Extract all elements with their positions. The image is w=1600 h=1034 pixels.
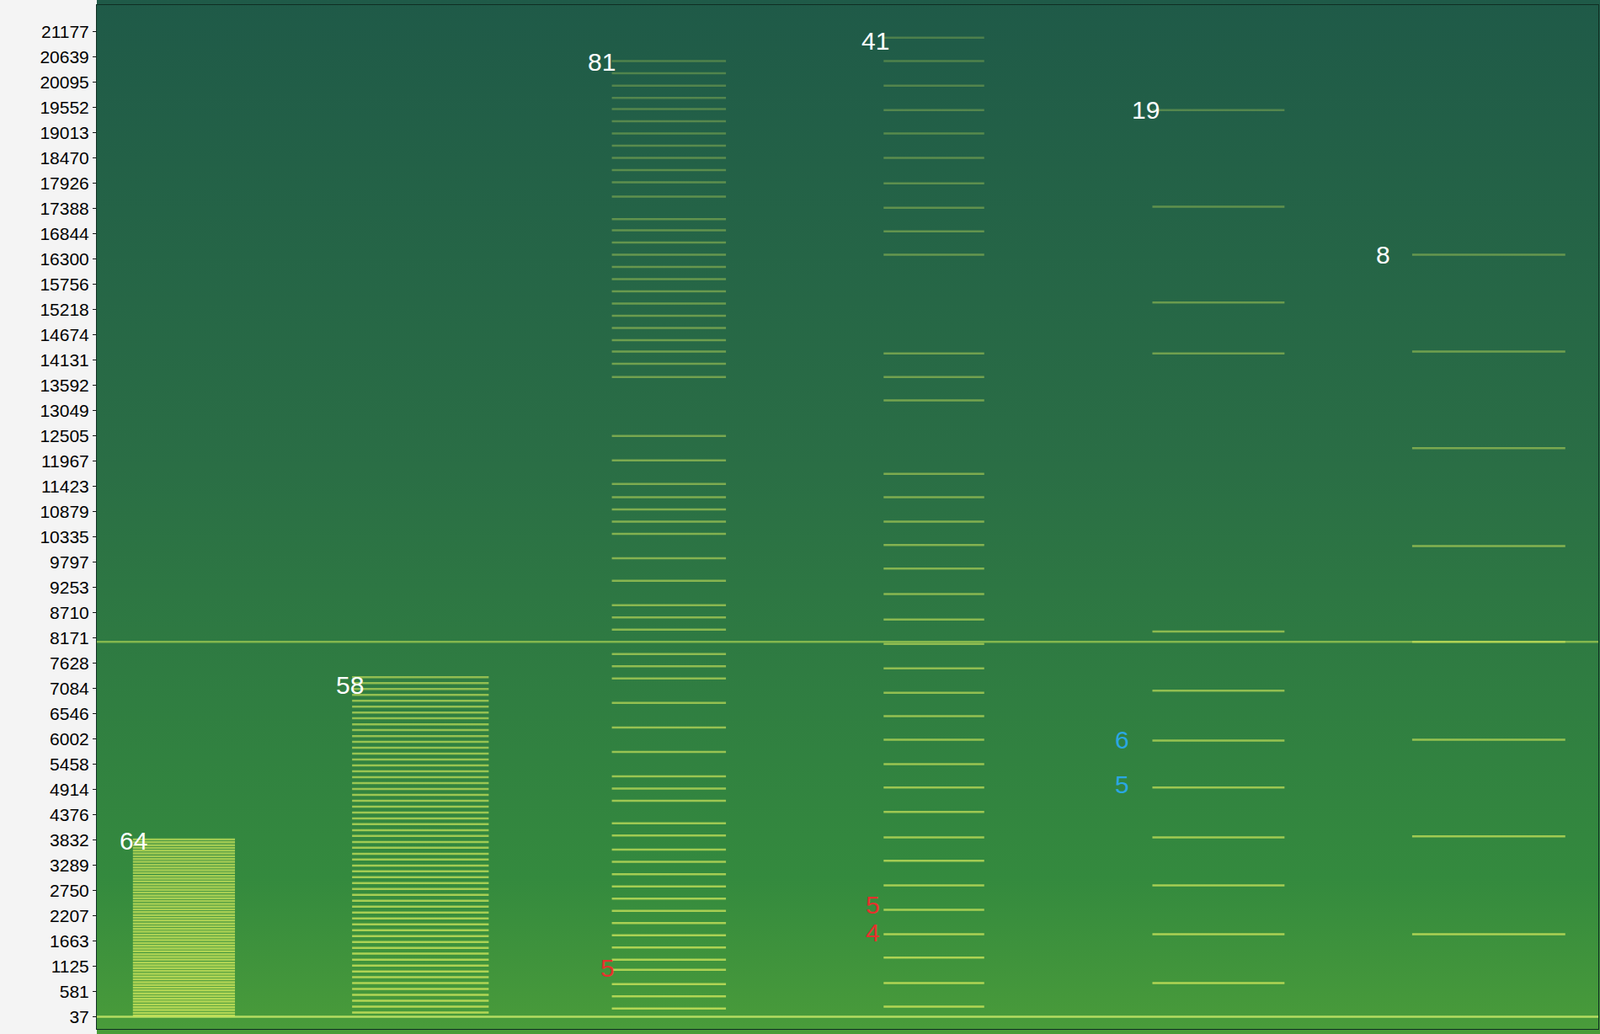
svg-text:6546: 6546	[49, 704, 90, 724]
svg-text:581: 581	[59, 981, 90, 1002]
svg-text:17926: 17926	[39, 173, 89, 193]
svg-text:20095: 20095	[39, 72, 89, 92]
svg-text:16844: 16844	[39, 224, 90, 244]
svg-text:1663: 1663	[49, 931, 90, 951]
svg-text:58: 58	[336, 671, 364, 699]
svg-text:6002: 6002	[49, 729, 90, 749]
svg-text:19013: 19013	[39, 122, 89, 143]
svg-text:16300: 16300	[39, 249, 89, 269]
svg-text:81: 81	[587, 48, 616, 76]
svg-text:41: 41	[861, 26, 890, 55]
svg-text:5458: 5458	[49, 754, 90, 774]
svg-text:7628: 7628	[49, 653, 90, 673]
svg-text:4: 4	[865, 918, 880, 947]
svg-text:12505: 12505	[39, 426, 89, 446]
svg-text:18470: 18470	[39, 148, 89, 168]
svg-text:37: 37	[69, 1007, 89, 1027]
svg-text:2207: 2207	[49, 906, 90, 926]
svg-text:13592: 13592	[39, 375, 89, 395]
svg-text:5: 5	[600, 954, 615, 982]
svg-text:3289: 3289	[49, 855, 90, 875]
svg-text:9253: 9253	[49, 577, 90, 598]
svg-text:7084: 7084	[49, 678, 90, 699]
svg-text:6: 6	[1114, 725, 1130, 754]
svg-text:11423: 11423	[41, 476, 90, 496]
svg-text:13049: 13049	[39, 400, 89, 421]
svg-text:8: 8	[1376, 240, 1391, 269]
svg-text:10879: 10879	[39, 501, 89, 522]
svg-text:14674: 14674	[39, 325, 90, 345]
svg-text:5: 5	[865, 890, 880, 919]
svg-text:15218: 15218	[39, 299, 89, 320]
svg-text:11967: 11967	[41, 451, 90, 471]
svg-text:17388: 17388	[39, 198, 89, 219]
svg-text:19552: 19552	[39, 97, 89, 118]
svg-text:9797: 9797	[49, 552, 90, 572]
svg-text:1125: 1125	[51, 956, 90, 976]
svg-text:2750: 2750	[49, 880, 90, 901]
svg-text:19: 19	[1131, 96, 1160, 124]
svg-text:4914: 4914	[49, 779, 90, 800]
svg-text:15756: 15756	[39, 274, 89, 294]
svg-text:14131: 14131	[39, 350, 89, 370]
svg-text:64: 64	[119, 826, 148, 855]
svg-text:21177: 21177	[41, 21, 90, 42]
svg-text:8710: 8710	[49, 602, 90, 623]
svg-text:4376: 4376	[49, 805, 90, 825]
svg-text:10335: 10335	[39, 527, 89, 547]
svg-text:8171: 8171	[49, 628, 90, 648]
svg-text:3832: 3832	[49, 830, 90, 850]
svg-text:5: 5	[1114, 770, 1130, 799]
svg-text:20639: 20639	[39, 47, 89, 67]
